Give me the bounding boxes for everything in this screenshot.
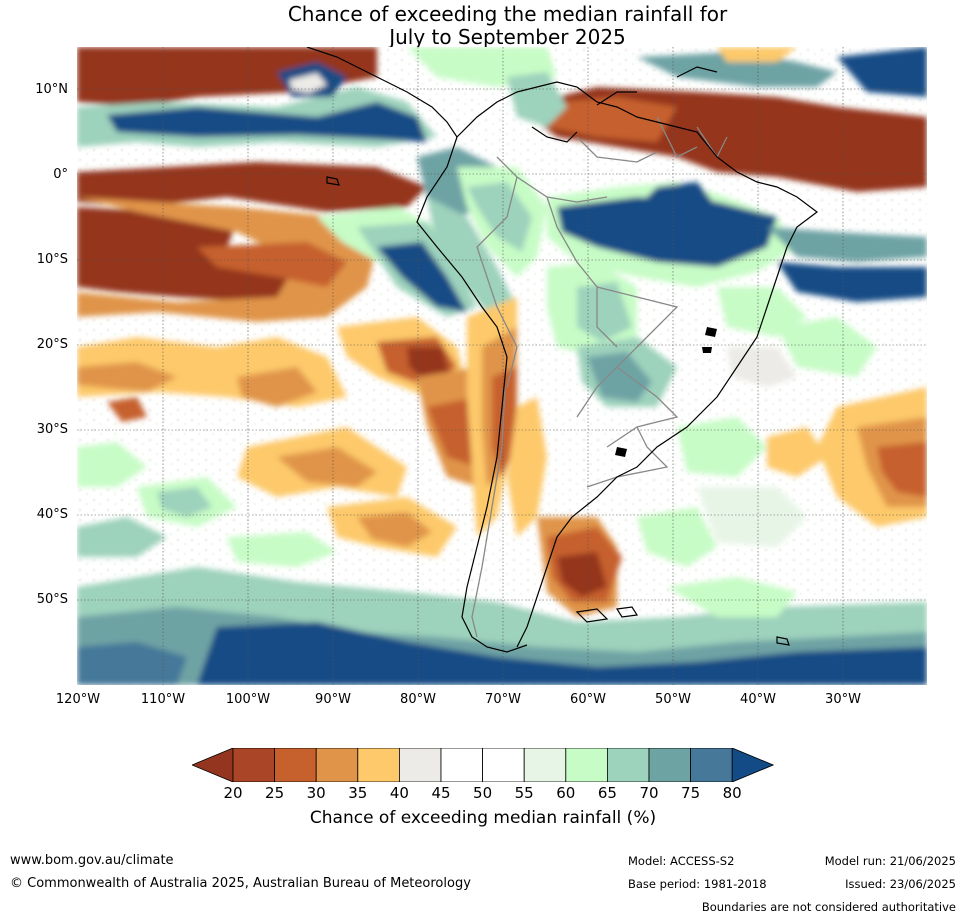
probability-fields bbox=[77, 47, 927, 685]
colorbar-segment bbox=[232, 748, 275, 782]
rainfall-map bbox=[77, 47, 927, 685]
lat-label-50s: 50°S bbox=[36, 592, 68, 607]
graticule bbox=[77, 47, 927, 685]
colorbar-segment bbox=[482, 748, 525, 782]
colorbar-extend-high bbox=[731, 748, 774, 782]
lon-label-40w: 40°W bbox=[740, 692, 776, 707]
lat-label-20s: 20°S bbox=[36, 337, 68, 352]
lon-label-90w: 90°W bbox=[315, 692, 351, 707]
colorbar-segment bbox=[398, 748, 442, 782]
boundary-disclaimer: Boundaries are not considered authoritat… bbox=[701, 900, 956, 914]
title-line-2: July to September 2025 bbox=[389, 25, 626, 49]
country-borders bbox=[471, 116, 728, 638]
colorbar-tick-label: 70 bbox=[639, 784, 659, 802]
colorbar-segment bbox=[274, 748, 317, 782]
colorbar-label: Chance of exceeding median rainfall (%) bbox=[309, 808, 657, 828]
rainfall-probability-map bbox=[77, 47, 927, 685]
colorbar-tick-label: 30 bbox=[306, 784, 326, 802]
colorbar-segment bbox=[690, 748, 733, 782]
lat-label-40s: 40°S bbox=[36, 507, 68, 522]
colorbar-extend-low bbox=[192, 748, 234, 782]
lon-label-60w: 60°W bbox=[570, 692, 606, 707]
lat-label-30s: 30°S bbox=[36, 422, 68, 437]
lat-label-10n: 10°N bbox=[35, 82, 68, 97]
colorbar-segment bbox=[357, 748, 400, 782]
lat-label-10s: 10°S bbox=[36, 252, 68, 267]
lat-label-0: 0° bbox=[53, 167, 68, 182]
copyright-notice: © Commonwealth of Australia 2025, Austra… bbox=[10, 876, 471, 891]
colorbar-segment bbox=[565, 748, 608, 782]
coastline bbox=[306, 47, 818, 653]
model-name: Model: ACCESS-S2 bbox=[628, 854, 735, 868]
colorbar-tick-label: 35 bbox=[348, 784, 368, 802]
colorbar-segment bbox=[523, 748, 567, 782]
colorbar-tick-label: 50 bbox=[473, 784, 493, 802]
title-line-1: Chance of exceeding the median rainfall … bbox=[287, 2, 728, 26]
lakes bbox=[615, 327, 717, 457]
issued-date: Issued: 23/06/2025 bbox=[845, 877, 956, 891]
model-run-date: Model run: 21/06/2025 bbox=[824, 854, 956, 868]
colorbar-tick-label: 65 bbox=[597, 784, 617, 802]
colorbar-tick-label: 60 bbox=[556, 784, 576, 802]
colorbar-tick-label: 45 bbox=[431, 784, 451, 802]
colorbar-segment bbox=[440, 748, 483, 782]
colorbar-tick-label: 75 bbox=[681, 784, 701, 802]
lon-label-100w: 100°W bbox=[225, 692, 271, 707]
lon-label-110w: 110°W bbox=[140, 692, 186, 707]
colorbar-segment bbox=[315, 748, 359, 782]
lon-label-50w: 50°W bbox=[655, 692, 691, 707]
colorbar-segment bbox=[606, 748, 650, 782]
lon-label-70w: 70°W bbox=[485, 692, 521, 707]
website-url: www.bom.gov.au/climate bbox=[10, 853, 174, 868]
lon-label-80w: 80°W bbox=[400, 692, 436, 707]
colorbar-tick-label: 80 bbox=[722, 784, 742, 802]
lon-label-30w: 30°W bbox=[825, 692, 861, 707]
colorbar-tick-label: 55 bbox=[514, 784, 534, 802]
colorbar-tick-label: 40 bbox=[389, 784, 409, 802]
base-period: Base period: 1981-2018 bbox=[628, 877, 767, 891]
lon-label-120w: 120°W bbox=[55, 692, 101, 707]
colorbar-tick-label: 20 bbox=[223, 784, 243, 802]
colorbar-tick-label: 25 bbox=[265, 784, 285, 802]
colorbar bbox=[192, 748, 774, 782]
colorbar-segment bbox=[648, 748, 691, 782]
map-title: Chance of exceeding the median rainfall … bbox=[0, 3, 965, 49]
